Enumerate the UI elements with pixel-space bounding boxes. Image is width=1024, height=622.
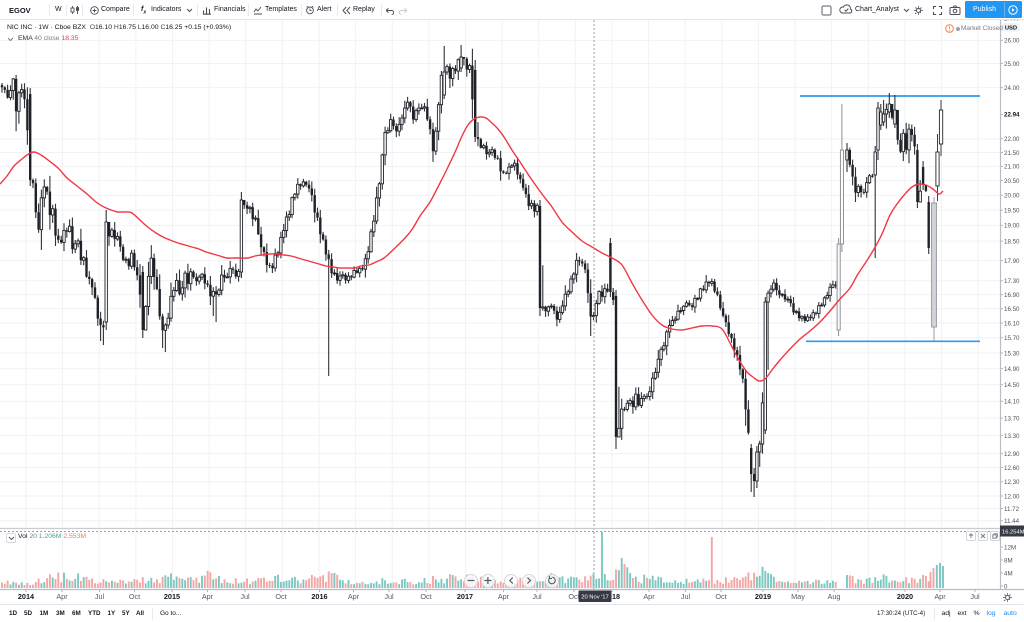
svg-text:16.254M: 16.254M	[1002, 529, 1024, 535]
svg-text:20.50: 20.50	[1004, 178, 1020, 185]
svg-text:14.90: 14.90	[1004, 366, 1020, 373]
svg-text:Apr: Apr	[934, 592, 946, 601]
svg-text:Apr: Apr	[498, 592, 510, 601]
svg-text:May: May	[791, 592, 805, 601]
svg-text:20.00: 20.00	[1004, 193, 1020, 200]
svg-text:16.50: 16.50	[1004, 306, 1020, 313]
svg-text:Oct: Oct	[275, 592, 286, 601]
svg-text:19.00: 19.00	[1004, 223, 1020, 230]
svg-text:22.00: 22.00	[1004, 136, 1020, 143]
svg-text:Jul: Jul	[240, 592, 250, 601]
svg-text:USD: USD	[1005, 25, 1017, 31]
svg-text:Jul: Jul	[532, 592, 542, 601]
svg-text:0: 0	[1004, 583, 1008, 590]
svg-text:11.44: 11.44	[1004, 518, 1020, 525]
svg-text:13.70: 13.70	[1004, 415, 1020, 422]
svg-text:Oct: Oct	[420, 592, 431, 601]
svg-text:14.10: 14.10	[1004, 399, 1020, 406]
svg-text:12.60: 12.60	[1004, 465, 1020, 472]
svg-text:20 Nov '17: 20 Nov '17	[581, 595, 609, 601]
svg-text:2015: 2015	[164, 592, 180, 601]
svg-text:13.30: 13.30	[1004, 433, 1020, 440]
svg-text:Aug: Aug	[828, 592, 841, 601]
svg-text:21.00: 21.00	[1004, 164, 1020, 171]
svg-text:Apr: Apr	[348, 592, 360, 601]
svg-text:18.50: 18.50	[1004, 238, 1020, 245]
svg-text:2018: 2018	[604, 592, 620, 601]
svg-text:12M: 12M	[1004, 544, 1016, 551]
svg-text:Jul: Jul	[384, 592, 394, 601]
svg-text:2014: 2014	[18, 592, 35, 601]
svg-text:Apr: Apr	[202, 592, 214, 601]
svg-text:12.90: 12.90	[1004, 451, 1020, 458]
svg-text:Apr: Apr	[643, 592, 655, 601]
svg-text:4M: 4M	[1004, 570, 1013, 577]
svg-text:19.50: 19.50	[1004, 207, 1020, 214]
svg-text:22.94: 22.94	[1004, 112, 1020, 119]
svg-text:15.70: 15.70	[1004, 335, 1020, 342]
svg-text:Jul: Jul	[970, 592, 980, 601]
svg-text:Oct: Oct	[129, 592, 140, 601]
svg-text:2016: 2016	[311, 592, 327, 601]
svg-text:Jul: Jul	[95, 592, 105, 601]
svg-text:2019: 2019	[755, 592, 771, 601]
svg-text:Oct: Oct	[715, 592, 726, 601]
svg-text:14.50: 14.50	[1004, 382, 1020, 389]
svg-text:17.30: 17.30	[1004, 278, 1020, 285]
svg-text:26.00: 26.00	[1004, 38, 1020, 45]
svg-text:16.90: 16.90	[1004, 292, 1020, 299]
svg-text:Oct: Oct	[568, 592, 579, 601]
svg-text:8M: 8M	[1004, 557, 1013, 564]
svg-text:25.00: 25.00	[1004, 61, 1020, 68]
svg-text:12.00: 12.00	[1004, 493, 1020, 500]
svg-text:12.30: 12.30	[1004, 479, 1020, 486]
svg-text:11.72: 11.72	[1004, 506, 1020, 513]
svg-text:Jul: Jul	[681, 592, 691, 601]
svg-text:21.50: 21.50	[1004, 150, 1020, 157]
svg-text:24.00: 24.00	[1004, 85, 1020, 92]
svg-text:17.90: 17.90	[1004, 258, 1020, 265]
svg-text:15.30: 15.30	[1004, 350, 1020, 357]
svg-text:16.10: 16.10	[1004, 320, 1020, 327]
svg-text:2020: 2020	[897, 592, 913, 601]
svg-text:Apr: Apr	[56, 592, 68, 601]
svg-text:2017: 2017	[457, 592, 473, 601]
